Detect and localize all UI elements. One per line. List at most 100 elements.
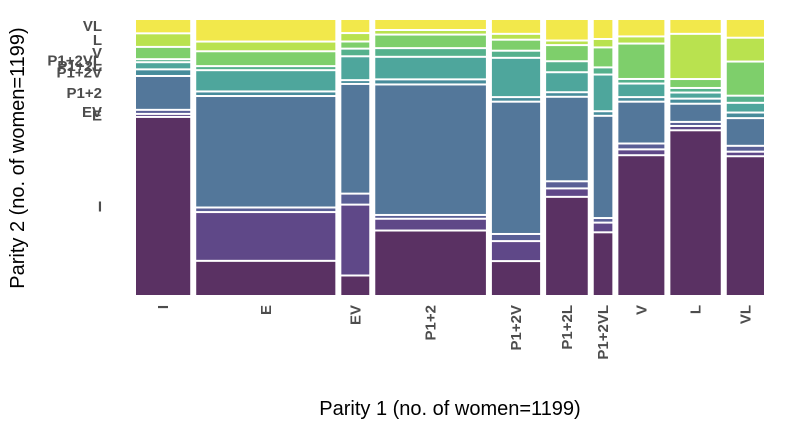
tile-p1plus2-vl: [375, 20, 486, 29]
tile-ev-i: [341, 276, 370, 295]
tile-p1plus2vl-p1plus2: [593, 116, 613, 218]
tile-ev-p1plus2v: [341, 81, 370, 83]
tile-i-vl: [136, 20, 191, 33]
tile-p1plus2-p1plus2: [375, 85, 486, 214]
tile-v-l: [618, 37, 665, 43]
tile-p1plus2-e: [375, 219, 486, 230]
tile-l-l: [670, 34, 721, 79]
x-tick-label: L: [688, 305, 705, 314]
tile-v-p1plus2v: [618, 98, 665, 101]
tile-l-p1plus2vl: [670, 88, 721, 92]
tile-v-p1plus2vl: [618, 79, 665, 83]
tile-p1plus2l-p1plus2v: [546, 93, 588, 96]
x-tick-labels: I E EV P1+2 P1+2V P1+2L P1+2VL V L VL: [155, 305, 754, 360]
tile-p1plus2vl-p1plus2vl: [593, 68, 613, 74]
tile-i-ev: [136, 110, 191, 113]
tile-v-i: [618, 156, 665, 295]
tile-p1plus2-i: [375, 231, 486, 295]
tile-p1plus2l-ev: [546, 182, 588, 188]
x-tick-label: P1+2VL: [595, 305, 612, 360]
y-tick-label: P1+2L: [57, 58, 102, 75]
tile-l-v: [670, 80, 721, 87]
tile-p1plus2vl-v: [593, 48, 613, 67]
tile-e-vl: [196, 20, 336, 41]
tile-vl-ev: [726, 146, 764, 151]
tile-l-vl: [670, 20, 721, 33]
tile-p1plus2-ev: [375, 215, 486, 218]
tile-p1plus2vl-ev: [593, 219, 613, 222]
y-tick-label: P1+2VL: [47, 53, 102, 70]
tile-p1plus2l-l: [546, 41, 588, 45]
tile-l-e: [670, 126, 721, 130]
tile-ev-v: [341, 42, 370, 48]
tile-p1plus2vl-p1plus2l: [593, 75, 613, 111]
y-tick-label: E: [92, 107, 102, 124]
tile-p1plus2l-p1plus2vl: [546, 62, 588, 72]
tile-v-v: [618, 44, 665, 78]
tile-p1plus2l-p1plus2l: [546, 73, 588, 92]
tile-p1plus2-p1plus2vl: [375, 49, 486, 56]
tile-e-ev: [196, 208, 336, 212]
tile-p1plus2l-i: [546, 197, 588, 295]
tile-v-e: [618, 150, 665, 155]
tile-l-p1plus2: [670, 104, 721, 121]
tile-vl-p1plus2vl: [726, 96, 764, 102]
x-tick-label: P1+2: [423, 305, 440, 340]
tile-p1plus2-p1plus2v: [375, 80, 486, 84]
tile-p1plus2v-vl: [491, 20, 541, 33]
tile-i-i: [136, 117, 191, 296]
y-tick-label: P1+2: [67, 85, 102, 102]
tile-v-p1plus2l: [618, 84, 665, 97]
tile-p1plus2v-v: [491, 40, 541, 50]
tile-vl-p1plus2l: [726, 103, 764, 112]
tile-p1plus2l-e: [546, 189, 588, 196]
y-tick-label: P1+2V: [57, 65, 102, 82]
x-tick-label: P1+2L: [559, 305, 576, 350]
tile-v-ev: [618, 144, 665, 149]
x-tick-label: P1+2V: [508, 305, 525, 350]
tile-e-l: [196, 42, 336, 51]
tile-e-p1plus2l: [196, 71, 336, 91]
tile-p1plus2v-p1plus2v: [491, 98, 541, 101]
tile-i-l: [136, 34, 191, 46]
tile-p1plus2v-e: [491, 242, 541, 261]
tile-i-p1plus2l: [136, 63, 191, 69]
x-tick-label: I: [155, 305, 172, 309]
tile-p1plus2v-ev: [491, 234, 541, 241]
tile-p1plus2v-p1plus2vl: [491, 51, 541, 57]
y-tick-label: V: [92, 45, 102, 62]
x-axis-title: Parity 1 (no. of women=1199): [319, 398, 580, 420]
tile-ev-p1plus2vl: [341, 49, 370, 56]
tile-e-p1plus2vl: [196, 67, 336, 70]
tile-vl-l: [726, 38, 764, 61]
tile-i-p1plus2vl: [136, 60, 191, 62]
tile-ev-vl: [341, 20, 370, 33]
y-tick-label: L: [93, 32, 102, 49]
tile-p1plus2v-i: [491, 262, 541, 295]
mosaic-tiles: [136, 20, 764, 296]
tile-p1plus2v-p1plus2l: [491, 58, 541, 97]
tile-l-p1plus2l: [670, 93, 721, 98]
tile-p1plus2vl-e: [593, 223, 613, 232]
tile-vl-p1plus2: [726, 119, 764, 145]
tile-p1plus2v-l: [491, 34, 541, 39]
tile-vl-i: [726, 157, 764, 295]
tile-p1plus2-v: [375, 35, 486, 48]
tile-i-v: [136, 47, 191, 59]
tile-ev-p1plus2l: [341, 57, 370, 80]
tile-l-i: [670, 131, 721, 295]
x-tick-label: V: [633, 305, 650, 315]
tile-ev-ev: [341, 194, 370, 204]
tile-v-vl: [618, 20, 665, 36]
tile-p1plus2vl-p1plus2v: [593, 112, 613, 115]
tile-ev-p1plus2: [341, 84, 370, 193]
tile-p1plus2vl-vl: [593, 20, 613, 38]
tile-l-p1plus2v: [670, 99, 721, 103]
tile-vl-e: [726, 152, 764, 156]
tile-p1plus2l-p1plus2: [546, 97, 588, 181]
tile-p1plus2l-vl: [546, 20, 588, 40]
tile-vl-p1plus2v: [726, 113, 764, 118]
tile-ev-l: [341, 34, 370, 41]
y-tick-label: I: [98, 199, 102, 216]
